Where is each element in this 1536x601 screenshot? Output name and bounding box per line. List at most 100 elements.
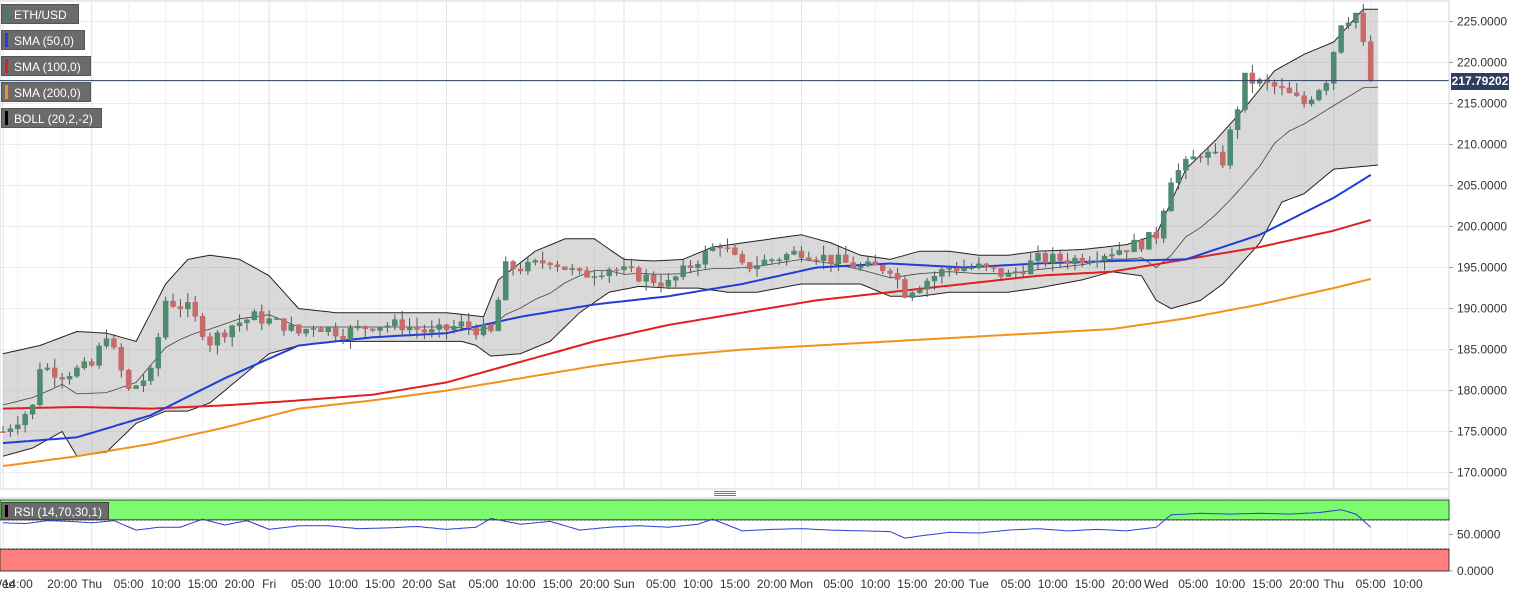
candle-body bbox=[628, 266, 635, 269]
candle-body bbox=[332, 327, 339, 337]
x-tick-label: 10:00 bbox=[1215, 577, 1245, 591]
bollinger-band-fill bbox=[3, 9, 1379, 457]
candle-body bbox=[843, 254, 849, 263]
x-tick-label: 10:00 bbox=[1038, 577, 1068, 591]
candle-body bbox=[643, 274, 649, 282]
candle-body bbox=[680, 265, 686, 277]
candle-body bbox=[1220, 151, 1226, 166]
candle-body bbox=[976, 263, 982, 268]
legend-swatch bbox=[5, 33, 8, 47]
y-tick-label: 170.0000 bbox=[1457, 466, 1507, 480]
candle-body bbox=[1035, 252, 1041, 262]
candle-body bbox=[990, 266, 997, 269]
candle-body bbox=[340, 335, 346, 340]
candle-body bbox=[170, 300, 176, 307]
legend-item-sma50[interactable]: SMA (50,0) bbox=[1, 30, 85, 50]
candle-body bbox=[347, 327, 354, 340]
candle-body bbox=[495, 299, 502, 332]
candle-body bbox=[1123, 250, 1130, 253]
x-tick-label: 10:00 bbox=[1393, 577, 1423, 591]
candle-body bbox=[702, 250, 709, 265]
candle-body bbox=[783, 254, 790, 261]
sma200-line bbox=[2, 278, 1371, 467]
candle-body bbox=[1005, 272, 1012, 277]
candle-body bbox=[939, 269, 945, 277]
candle-body bbox=[458, 321, 465, 327]
candle-body bbox=[52, 367, 58, 378]
candle-body bbox=[229, 325, 235, 338]
candle-body bbox=[192, 302, 198, 317]
sma50-line bbox=[2, 174, 1372, 445]
candle-body bbox=[835, 254, 842, 264]
candle-body bbox=[384, 325, 391, 328]
candle-body bbox=[591, 276, 598, 278]
legend-item-rsi[interactable]: RSI (14,70,30,1) bbox=[1, 502, 110, 520]
y-tick-label: 215.0000 bbox=[1457, 97, 1507, 111]
candle-body bbox=[931, 276, 938, 282]
candle-body bbox=[820, 254, 827, 261]
candle-body bbox=[222, 332, 228, 338]
candle-body bbox=[1087, 261, 1093, 264]
legend-item-sma200[interactable]: SMA (200,0) bbox=[1, 82, 91, 102]
x-tick-label: 20:00 bbox=[402, 577, 432, 591]
candle-body bbox=[1279, 86, 1285, 89]
candle-body bbox=[37, 369, 43, 406]
candle-body bbox=[961, 267, 967, 272]
candle-body bbox=[443, 324, 450, 331]
candle-body bbox=[576, 268, 583, 271]
candle-body bbox=[724, 247, 731, 249]
candle-body bbox=[377, 327, 383, 331]
y-tick-label: 220.0000 bbox=[1457, 56, 1507, 70]
candle-body bbox=[406, 326, 413, 331]
candle-body bbox=[562, 266, 568, 271]
candle-body bbox=[1013, 271, 1019, 274]
candle-body bbox=[983, 263, 989, 267]
candle-body bbox=[554, 264, 561, 267]
candle-body bbox=[1027, 260, 1034, 275]
candle-body bbox=[709, 246, 716, 251]
legend-label: SMA (100,0) bbox=[14, 60, 81, 74]
candle-body bbox=[162, 300, 169, 338]
candle-body bbox=[880, 264, 886, 272]
candle-body bbox=[539, 260, 546, 264]
candle-body bbox=[998, 268, 1004, 277]
rsi-oversold-zone bbox=[0, 548, 1450, 572]
candle-body bbox=[0, 431, 6, 433]
candle-body bbox=[1183, 158, 1189, 171]
candle-body bbox=[288, 324, 295, 331]
candle-body bbox=[621, 266, 627, 270]
candle-body bbox=[902, 279, 908, 298]
x-tick-label: 05:00 bbox=[291, 577, 321, 591]
candle-body bbox=[887, 270, 893, 274]
candle-body bbox=[473, 327, 479, 336]
x-tick-label: Wed bbox=[0, 577, 15, 591]
x-tick-label: Sat bbox=[438, 577, 457, 591]
y-tick-label: 180.0000 bbox=[1457, 384, 1507, 398]
candle-body bbox=[177, 306, 184, 310]
candle-body bbox=[813, 259, 819, 261]
candle-body bbox=[806, 257, 812, 260]
candle-body bbox=[185, 302, 191, 310]
x-tick-label: 05:00 bbox=[1001, 577, 1031, 591]
pane-resize-handle[interactable] bbox=[714, 490, 736, 497]
legend-label: BOLL (20,2,-2) bbox=[14, 112, 93, 126]
x-tick-label: Fri bbox=[262, 577, 276, 591]
candle-body bbox=[1353, 12, 1359, 23]
candle-body bbox=[746, 262, 753, 270]
legend-item-boll[interactable]: BOLL (20,2,-2) bbox=[1, 108, 102, 128]
legend-item-sma100[interactable]: SMA (100,0) bbox=[1, 56, 91, 76]
candle-body bbox=[111, 338, 117, 348]
x-tick-label: 10:00 bbox=[860, 577, 890, 591]
x-tick-label: 20:00 bbox=[225, 577, 255, 591]
y-tick-label: 185.0000 bbox=[1457, 343, 1507, 357]
candle-body bbox=[236, 322, 243, 326]
candle-body bbox=[953, 267, 960, 272]
candle-body bbox=[66, 375, 73, 380]
candle-body bbox=[946, 267, 953, 270]
candle-body bbox=[687, 265, 694, 268]
candle-body bbox=[7, 428, 14, 432]
candle-body bbox=[636, 267, 642, 282]
legend-item-ethusd[interactable]: ETH/USD bbox=[1, 4, 79, 24]
